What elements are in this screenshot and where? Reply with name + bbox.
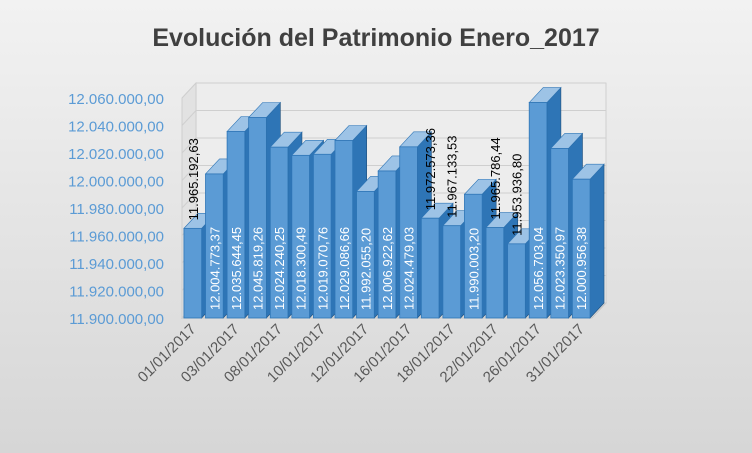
data-label: 12.035.644,45 xyxy=(229,227,244,310)
y-tick-label: 12.060.000,00 xyxy=(68,91,164,108)
bar-front xyxy=(313,153,332,319)
data-label: 11.965.192,63 xyxy=(186,138,201,220)
bar-front xyxy=(420,217,440,319)
bar-side xyxy=(589,163,605,319)
data-label: 12.023.350,97 xyxy=(553,227,568,310)
bar-front xyxy=(442,225,461,319)
data-label: 12.006.922,62 xyxy=(380,227,395,310)
data-label: 12.056.703,04 xyxy=(531,227,546,310)
data-label: 12.000.956,38 xyxy=(574,227,589,310)
bar-front xyxy=(334,140,354,319)
bar-front xyxy=(571,178,591,319)
data-label: 12.018.300,49 xyxy=(294,227,309,310)
y-tick-label: 12.000.000,00 xyxy=(68,174,164,191)
y-tick-label: 11.900.000,00 xyxy=(69,311,164,328)
data-label: 11.992.055,20 xyxy=(358,228,373,310)
bar-front xyxy=(464,193,483,319)
y-tick-label: 12.020.000,00 xyxy=(68,146,164,163)
bar-front xyxy=(226,131,246,319)
grid-line-side xyxy=(181,192,197,209)
bar-front xyxy=(248,117,267,319)
bar-front xyxy=(205,173,224,319)
grid-line-side xyxy=(181,165,197,181)
data-label: 12.029.086,66 xyxy=(337,227,352,310)
data-label: 11.972.573,36 xyxy=(423,128,438,210)
y-tick-label: 11.920.000,00 xyxy=(69,284,164,301)
data-label: 11.967.133,53 xyxy=(445,136,460,218)
bar-front xyxy=(507,243,526,319)
data-label: 12.024.240,25 xyxy=(272,227,287,310)
data-label: 12.019.070,76 xyxy=(315,227,330,310)
grid-line-side xyxy=(181,110,197,126)
bar-front xyxy=(528,102,548,319)
data-label: 12.045.819,26 xyxy=(251,227,266,310)
y-tick-label: 12.040.000,00 xyxy=(68,119,164,136)
bar-front xyxy=(269,146,289,319)
bar-front xyxy=(291,154,310,319)
data-label: 11.953.936,80 xyxy=(509,154,524,236)
chart-title: Evolución del Patrimonio Enero_2017 xyxy=(152,24,599,52)
bar-front xyxy=(399,146,418,319)
data-label: 11.990.003,20 xyxy=(466,228,481,310)
data-label: 12.024.479,03 xyxy=(402,227,417,310)
bar xyxy=(571,163,605,319)
bar-front xyxy=(550,147,569,319)
bar-front xyxy=(356,191,375,319)
data-label: 12.004.773,37 xyxy=(207,227,222,310)
y-tick-label: 11.980.000,00 xyxy=(69,201,164,218)
y-axis-ticks: 11.900.000,00 11.920.000,00 11.940.000,00 1… xyxy=(68,91,164,328)
bars xyxy=(183,86,605,319)
y-tick-label: 11.960.000,00 xyxy=(69,229,164,246)
grid-line-side xyxy=(181,82,197,99)
grid-line-side xyxy=(181,137,197,154)
bar-front xyxy=(485,227,505,319)
bar-front xyxy=(377,170,397,319)
bar-front xyxy=(183,227,203,319)
data-label: 11.965.786,44 xyxy=(488,137,503,219)
y-tick-label: 11.940.000,00 xyxy=(69,256,164,273)
data-labels: 11.965.192,63 12.004.773,37 12.035.644,45 1… xyxy=(186,128,589,310)
